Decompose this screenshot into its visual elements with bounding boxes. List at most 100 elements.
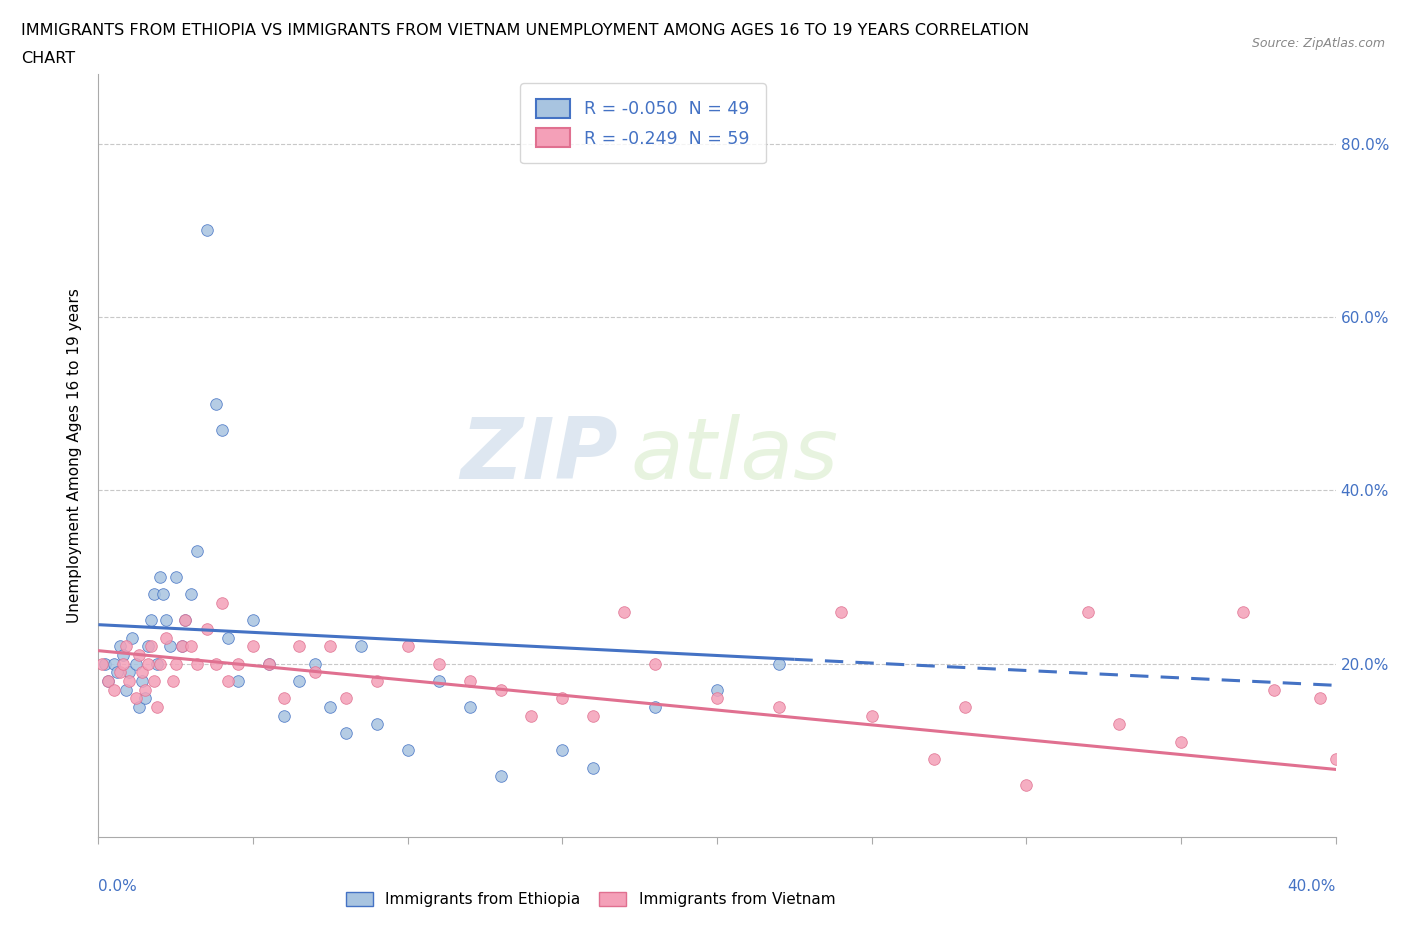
Point	[226, 673, 249, 688]
Point	[860, 709, 883, 724]
Point	[768, 699, 790, 714]
Point	[520, 709, 543, 724]
Point	[143, 587, 166, 602]
Point	[93, 657, 115, 671]
Point	[1309, 691, 1331, 706]
Point	[319, 699, 342, 714]
Point	[257, 657, 280, 671]
Point	[155, 631, 177, 645]
Text: atlas: atlas	[630, 414, 838, 498]
Point	[304, 657, 326, 671]
Point	[108, 639, 131, 654]
Point	[159, 639, 181, 654]
Point	[186, 544, 208, 559]
Point	[1108, 717, 1130, 732]
Legend: R = -0.050  N = 49, R = -0.249  N = 59: R = -0.050 N = 49, R = -0.249 N = 59	[520, 83, 765, 164]
Point	[350, 639, 373, 654]
Point	[103, 657, 125, 671]
Point	[155, 613, 177, 628]
Point	[366, 717, 388, 732]
Point	[1232, 604, 1254, 619]
Point	[97, 673, 120, 688]
Point	[124, 657, 146, 671]
Point	[613, 604, 636, 619]
Point	[217, 673, 239, 688]
Point	[180, 639, 202, 654]
Point	[118, 665, 141, 680]
Point	[97, 673, 120, 688]
Point	[582, 709, 605, 724]
Text: ZIP: ZIP	[460, 414, 619, 498]
Point	[953, 699, 976, 714]
Point	[162, 673, 184, 688]
Point	[115, 639, 138, 654]
Point	[180, 587, 202, 602]
Point	[186, 657, 208, 671]
Point	[124, 691, 146, 706]
Point	[551, 743, 574, 758]
Point	[288, 639, 311, 654]
Point	[922, 751, 945, 766]
Point	[319, 639, 342, 654]
Point	[768, 657, 790, 671]
Point	[226, 657, 249, 671]
Point	[103, 683, 125, 698]
Point	[644, 657, 666, 671]
Point	[427, 657, 450, 671]
Point	[128, 699, 150, 714]
Point	[489, 769, 512, 784]
Text: CHART: CHART	[21, 51, 75, 66]
Point	[366, 673, 388, 688]
Point	[146, 699, 169, 714]
Point	[273, 709, 295, 724]
Point	[136, 639, 159, 654]
Point	[131, 673, 153, 688]
Point	[105, 665, 128, 680]
Point	[582, 760, 605, 775]
Point	[211, 595, 233, 610]
Text: Source: ZipAtlas.com: Source: ZipAtlas.com	[1251, 37, 1385, 50]
Point	[136, 657, 159, 671]
Point	[242, 613, 264, 628]
Point	[128, 647, 150, 662]
Point	[335, 725, 357, 740]
Point	[304, 665, 326, 680]
Legend: Immigrants from Ethiopia, Immigrants from Vietnam: Immigrants from Ethiopia, Immigrants fro…	[340, 885, 841, 913]
Point	[396, 743, 419, 758]
Point	[170, 639, 193, 654]
Point	[152, 587, 174, 602]
Point	[174, 613, 197, 628]
Point	[174, 613, 197, 628]
Point	[273, 691, 295, 706]
Point	[139, 639, 162, 654]
Point	[195, 223, 218, 238]
Point	[131, 665, 153, 680]
Point	[706, 683, 728, 698]
Text: 0.0%: 0.0%	[98, 879, 138, 894]
Point	[112, 647, 135, 662]
Point	[257, 657, 280, 671]
Point	[335, 691, 357, 706]
Point	[1170, 735, 1192, 750]
Point	[143, 673, 166, 688]
Y-axis label: Unemployment Among Ages 16 to 19 years: Unemployment Among Ages 16 to 19 years	[67, 288, 83, 623]
Point	[165, 657, 187, 671]
Point	[134, 691, 156, 706]
Point	[90, 657, 112, 671]
Point	[288, 673, 311, 688]
Point	[644, 699, 666, 714]
Point	[1324, 751, 1347, 766]
Point	[489, 683, 512, 698]
Point	[1077, 604, 1099, 619]
Point	[149, 657, 172, 671]
Point	[427, 673, 450, 688]
Point	[830, 604, 852, 619]
Text: IMMIGRANTS FROM ETHIOPIA VS IMMIGRANTS FROM VIETNAM UNEMPLOYMENT AMONG AGES 16 T: IMMIGRANTS FROM ETHIOPIA VS IMMIGRANTS F…	[21, 23, 1029, 38]
Point	[149, 569, 172, 584]
Point	[217, 631, 239, 645]
Point	[396, 639, 419, 654]
Point	[242, 639, 264, 654]
Text: 40.0%: 40.0%	[1288, 879, 1336, 894]
Point	[146, 657, 169, 671]
Point	[706, 691, 728, 706]
